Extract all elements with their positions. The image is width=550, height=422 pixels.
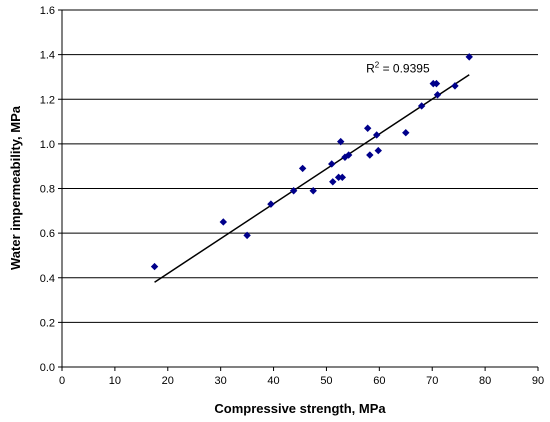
data-point xyxy=(150,262,159,271)
x-tick-label: 90 xyxy=(532,375,544,387)
x-tick-label: 30 xyxy=(215,375,227,387)
y-tick-label: 1.0 xyxy=(40,139,55,151)
r-squared-value: = 0.9395 xyxy=(379,61,430,75)
data-point xyxy=(338,173,347,182)
y-tick-label: 0.6 xyxy=(40,228,55,240)
data-point xyxy=(298,164,307,173)
data-point xyxy=(374,146,382,155)
data-point xyxy=(289,187,298,195)
trendline xyxy=(154,74,470,283)
data-point xyxy=(372,131,381,139)
y-tick-label: 0.2 xyxy=(40,317,55,329)
data-point xyxy=(328,160,336,168)
data-point xyxy=(432,79,441,88)
r-squared-symbol: R xyxy=(366,61,375,75)
data-point xyxy=(433,91,442,99)
x-ticks: 0 10 20 30 40 50 60 70 80 90 xyxy=(59,367,544,387)
data-point xyxy=(243,231,251,240)
x-axis-title: Compressive strength, MPa xyxy=(214,401,386,416)
data-point xyxy=(219,218,228,226)
y-axis-title: Water impermeability, MPa xyxy=(8,105,23,270)
x-tick-label: 60 xyxy=(373,375,385,387)
data-point xyxy=(363,124,372,132)
y-tick-label: 1.2 xyxy=(40,94,55,106)
data-point xyxy=(329,178,337,186)
y-tick-label: 1.6 xyxy=(40,5,55,17)
data-point xyxy=(451,82,459,90)
gridlines xyxy=(62,9,538,323)
x-tick-label: 0 xyxy=(59,375,65,387)
data-point xyxy=(344,151,353,159)
data-points xyxy=(150,53,473,271)
y-tick-label: 0.4 xyxy=(40,273,55,285)
y-tick-label: 1.4 xyxy=(40,50,55,62)
x-tick-label: 50 xyxy=(320,375,332,387)
data-point xyxy=(337,137,345,146)
data-point xyxy=(465,53,473,61)
y-tick-label: 0.8 xyxy=(40,184,55,196)
r-squared-superscript: 2 xyxy=(375,60,380,69)
x-tick-label: 80 xyxy=(479,375,491,387)
data-point xyxy=(267,200,275,208)
x-tick-label: 40 xyxy=(267,375,279,387)
data-point xyxy=(402,129,410,137)
x-tick-label: 70 xyxy=(426,375,438,387)
data-point xyxy=(309,187,317,195)
y-ticks: 0.0 0.2 0.4 0.6 0.8 1.0 1.2 1.4 1.6 xyxy=(40,5,62,374)
x-tick-label: 20 xyxy=(162,375,174,387)
y-tick-label: 0.0 xyxy=(40,362,55,374)
x-tick-label: 10 xyxy=(109,375,121,387)
r-squared-annotation: R2 = 0.9395 xyxy=(366,60,430,75)
data-point xyxy=(366,151,374,159)
data-point xyxy=(417,102,426,110)
